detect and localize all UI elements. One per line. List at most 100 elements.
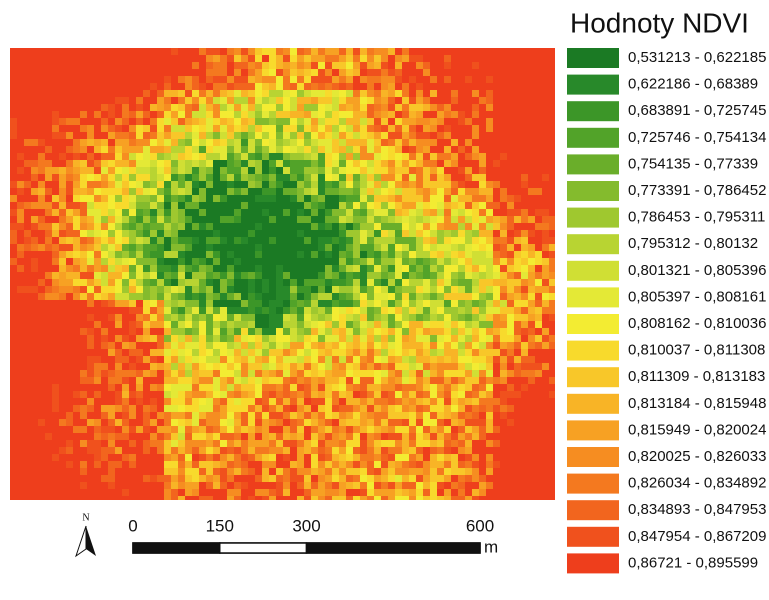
raster-cell [388,258,395,265]
raster-cell [493,223,500,230]
raster-cell [66,342,73,349]
raster-cell [465,251,472,258]
raster-cell [430,48,437,55]
raster-cell [325,300,332,307]
raster-cell [535,454,542,461]
raster-cell [213,398,220,405]
raster-cell [472,132,479,139]
raster-cell [213,209,220,216]
raster-cell [38,426,45,433]
raster-cell [52,314,59,321]
raster-cell [220,293,227,300]
raster-cell [59,188,66,195]
raster-cell [283,265,290,272]
raster-cell [10,419,17,426]
raster-cell [255,286,262,293]
raster-cell [521,328,528,335]
raster-cell [290,146,297,153]
raster-cell [381,468,388,475]
raster-cell [514,230,521,237]
raster-cell [199,293,206,300]
raster-cell [234,314,241,321]
raster-cell [528,146,535,153]
raster-cell [486,398,493,405]
raster-cell [402,181,409,188]
raster-cell [94,181,101,188]
raster-cell [374,475,381,482]
raster-cell [234,419,241,426]
raster-cell [395,118,402,125]
raster-cell [346,153,353,160]
raster-cell [535,237,542,244]
raster-cell [45,405,52,412]
raster-cell [248,167,255,174]
raster-cell [444,391,451,398]
raster-cell [241,440,248,447]
raster-cell [500,202,507,209]
raster-cell [353,412,360,419]
raster-cell [248,314,255,321]
raster-cell [171,181,178,188]
raster-cell [38,384,45,391]
raster-cell [360,286,367,293]
raster-cell [409,139,416,146]
raster-cell [171,216,178,223]
raster-cell [402,412,409,419]
raster-cell [437,237,444,244]
raster-cell [122,237,129,244]
raster-cell [353,48,360,55]
raster-cell [430,328,437,335]
raster-cell [227,146,234,153]
raster-cell [52,132,59,139]
raster-cell [451,265,458,272]
raster-cell [458,62,465,69]
raster-cell [24,328,31,335]
raster-cell [10,342,17,349]
raster-cell [185,48,192,55]
raster-cell [17,335,24,342]
raster-cell [514,251,521,258]
raster-cell [451,412,458,419]
raster-cell [122,342,129,349]
raster-cell [423,174,430,181]
raster-cell [346,209,353,216]
raster-cell [276,433,283,440]
raster-cell [171,321,178,328]
raster-cell [255,251,262,258]
raster-cell [213,139,220,146]
raster-cell [325,118,332,125]
raster-cell [262,97,269,104]
raster-cell [318,216,325,223]
raster-cell [395,384,402,391]
raster-cell [500,279,507,286]
raster-cell [339,461,346,468]
raster-cell [528,447,535,454]
raster-cell [423,419,430,426]
raster-cell [241,223,248,230]
raster-cell [297,118,304,125]
raster-cell [535,419,542,426]
raster-cell [38,335,45,342]
raster-cell [479,454,486,461]
raster-cell [479,167,486,174]
raster-cell [521,384,528,391]
raster-cell [10,90,17,97]
raster-cell [297,69,304,76]
raster-cell [157,426,164,433]
raster-cell [311,209,318,216]
raster-cell [143,384,150,391]
raster-cell [374,125,381,132]
raster-cell [402,265,409,272]
raster-cell [94,391,101,398]
raster-cell [66,293,73,300]
raster-cell [129,461,136,468]
raster-cell [423,167,430,174]
raster-cell [122,489,129,496]
raster-cell [101,111,108,118]
raster-cell [241,335,248,342]
raster-cell [311,419,318,426]
raster-cell [262,293,269,300]
raster-cell [220,90,227,97]
raster-cell [381,216,388,223]
raster-cell [304,83,311,90]
